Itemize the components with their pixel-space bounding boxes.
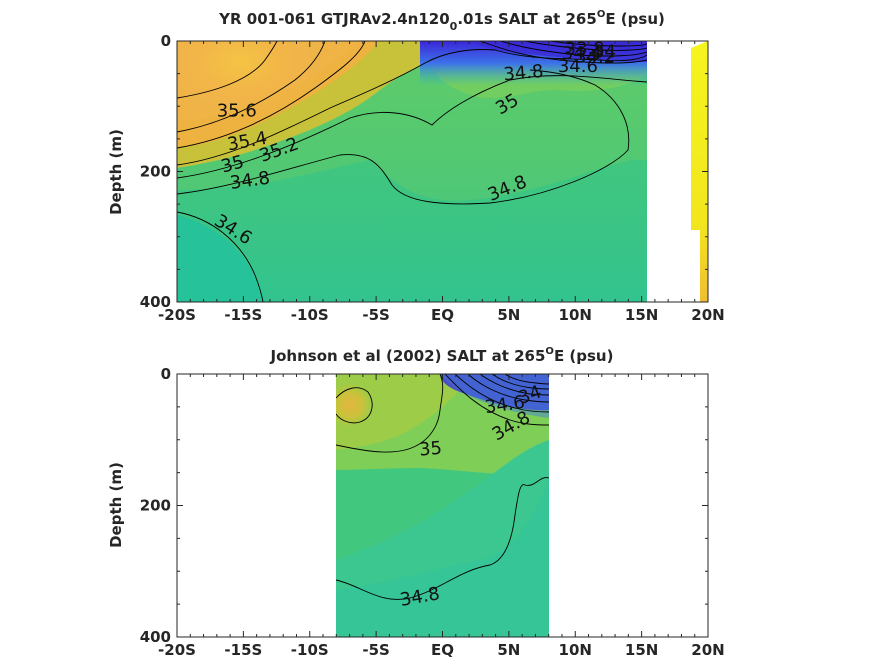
contour-label: 35 xyxy=(418,438,443,461)
y-tick-label: 0 xyxy=(161,32,171,50)
x-tick-label: -15S xyxy=(224,306,262,324)
panel-b-salinity-field xyxy=(336,374,549,637)
panel-b-ticks xyxy=(176,373,709,638)
panel-b-y-axis-label: Depth (m) xyxy=(107,462,125,548)
x-tick-label: 10N xyxy=(559,306,592,324)
contour-label: 34.2 xyxy=(575,46,615,67)
contour-label: 33.8 xyxy=(565,38,605,59)
panel-a-x-tick-labels: -20S -15S -10S -5S EQ 5N 10N 15N 20N xyxy=(158,306,725,324)
panel-a-sidebar-field xyxy=(691,41,708,302)
contour-label: 34.4 xyxy=(562,43,602,64)
x-tick-label: 15N xyxy=(625,306,658,324)
x-tick-label: 5N xyxy=(497,641,520,659)
panel-b-title: Johnson et al (2002) SALT at 265OE (psu) xyxy=(270,346,614,365)
y-tick-label: 0 xyxy=(161,365,171,383)
x-tick-label: -5S xyxy=(362,306,389,324)
x-tick-label: -15S xyxy=(224,641,262,659)
panel-a-title: YR 001-061 GTJRAv2.4n1200.01s SALT at 26… xyxy=(218,9,665,33)
contour-label: 34 xyxy=(593,42,616,63)
x-tick-label: EQ xyxy=(431,641,454,659)
panel-b-x-tick-labels: -20S -15S -10S -5S EQ 5N 10N 15N 20N xyxy=(158,641,725,659)
x-tick-label: 10N xyxy=(559,641,592,659)
panel-b-contour-lines xyxy=(336,374,549,600)
y-tick-label: 400 xyxy=(140,628,171,646)
x-tick-label: -10S xyxy=(291,641,329,659)
contour-label: 35.6 xyxy=(217,100,257,121)
x-tick-label: -10S xyxy=(291,306,329,324)
panel-b: Johnson et al (2002) SALT at 265OE (psu)… xyxy=(107,346,725,659)
x-tick-label: EQ xyxy=(431,306,454,324)
x-tick-label: -5S xyxy=(362,641,389,659)
panel-a-ticks xyxy=(176,40,709,303)
x-tick-label: 20N xyxy=(691,306,724,324)
panel-a: YR 001-061 GTJRAv2.4n1200.01s SALT at 26… xyxy=(107,9,725,324)
y-tick-label: 400 xyxy=(140,293,171,311)
x-tick-label: -20S xyxy=(158,641,196,659)
x-tick-label: 20N xyxy=(691,641,724,659)
panel-a-contour-lines xyxy=(177,41,647,302)
x-tick-label: 5N xyxy=(497,306,520,324)
panel-a-y-tick-labels: 0 200 400 xyxy=(140,32,171,311)
contour-label: 34.6 xyxy=(558,56,598,77)
x-tick-label: -20S xyxy=(158,306,196,324)
y-tick-label: 200 xyxy=(140,163,171,181)
contour-label: 34.8 xyxy=(503,61,545,85)
panel-b-y-tick-labels: 0 200 400 xyxy=(140,365,171,646)
panel-a-y-axis-label: Depth (m) xyxy=(107,129,125,215)
y-tick-label: 200 xyxy=(140,497,171,515)
x-tick-label: 15N xyxy=(625,641,658,659)
